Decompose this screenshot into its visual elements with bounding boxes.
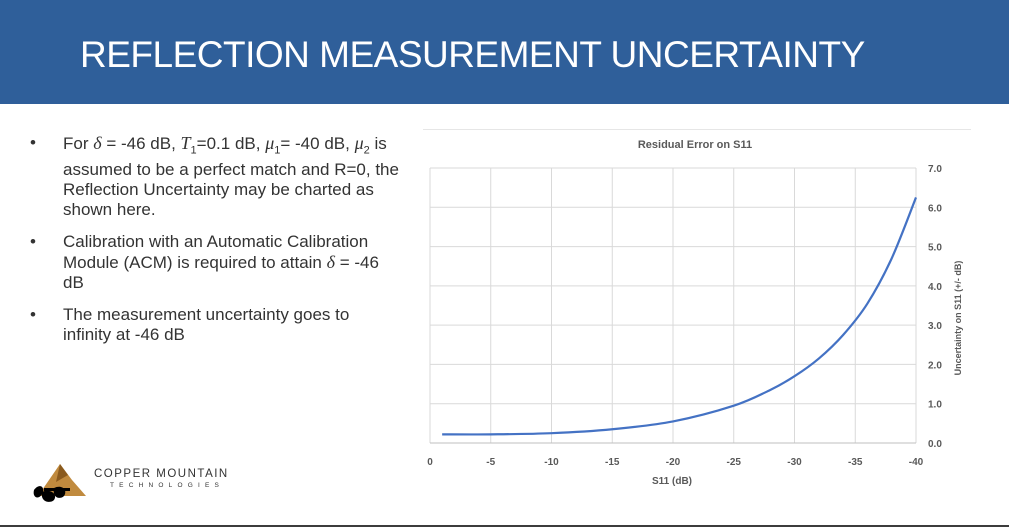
logo-company-name: COPPER MOUNTAIN [94,468,229,480]
mu2-symbol: μ [354,133,364,153]
series-line [442,197,918,436]
bullet-text: The measurement uncertainty goes to infi… [63,305,350,345]
mu1-symbol: μ [265,133,275,153]
y-tick-label: 6.0 [928,203,942,214]
bullet-dot: • [30,232,36,252]
bullet-text: = -46 dB [63,253,379,293]
slide-title: REFLECTION MEASUREMENT UNCERTAINTY [80,34,865,75]
bullet-list: • For δ = -46 dB, T1=0.1 dB, μ1= -40 dB,… [30,133,400,357]
y-tick-label: 4.0 [928,282,942,293]
t-symbol: T [180,133,191,153]
chart-grid [429,167,917,444]
x-tick-label: -20 [666,457,681,468]
x-axis-label: S11 (dB) [652,476,692,487]
delta-symbol: δ [93,133,102,153]
delta-symbol: δ [326,252,335,273]
y-tick-label: 7.0 [928,164,942,175]
residual-error-chart: Residual Error on S11 0 -5 -10 -15 -20 -25 -30… [427,139,963,487]
bullet-text: = -46 dB, [101,134,181,153]
y-tick-label: 3.0 [928,321,942,332]
x-tick-label: -30 [787,457,802,468]
x-tick-label: -10 [544,457,559,468]
bullet-text: = -40 dB, [280,134,355,153]
bullet-text: is assumed to be a perfect match and R=0… [63,134,399,220]
logo-company-subtitle: TECHNOLOGIES [110,482,225,489]
x-tick-label: -35 [848,457,863,468]
bullet-item: • For δ = -46 dB, T1=0.1 dB, μ1= -40 dB,… [30,133,400,220]
mu2-subscript: 2 [363,144,370,157]
y-axis-ticks: 0.0 1.0 2.0 3.0 4.0 5.0 6.0 7.0 [928,164,942,450]
company-logo: COPPER MOUNTAIN TECHNOLOGIES [30,458,250,504]
bullet-dot: • [30,133,36,152]
bottom-rule [0,525,1009,527]
y-axis-label: Uncertainty on S11 (+/- dB) [953,261,963,376]
t-subscript: 1 [190,144,197,157]
chart-frame-line [423,129,971,130]
x-tick-label: -15 [605,457,620,468]
y-tick-label: 2.0 [928,360,942,371]
mountain-logo-icon [33,464,86,502]
bullet-item: • Calibration with an Automatic Calibrat… [30,232,400,293]
bullet-text: Calibration with an Automatic Calibratio… [63,232,369,273]
mu1-subscript: 1 [274,144,281,157]
y-tick-label: 1.0 [928,400,942,411]
x-tick-label: -5 [486,457,495,468]
y-tick-label: 5.0 [928,243,942,254]
bullet-item: • The measurement uncertainty goes to in… [30,305,400,345]
title-bar: REFLECTION MEASUREMENT UNCERTAINTY [0,0,1009,104]
bullet-text: =0.1 dB, [196,134,266,153]
x-tick-label: 0 [427,457,433,468]
chart-title: Residual Error on S11 [638,139,752,151]
y-tick-label: 0.0 [928,439,942,450]
bullet-text: For [63,134,94,153]
x-tick-label: -40 [909,457,924,468]
x-tick-label: -25 [727,457,742,468]
bullet-dot: • [30,305,36,325]
x-axis-ticks: 0 -5 -10 -15 -20 -25 -30 -35 -40 [427,457,923,468]
